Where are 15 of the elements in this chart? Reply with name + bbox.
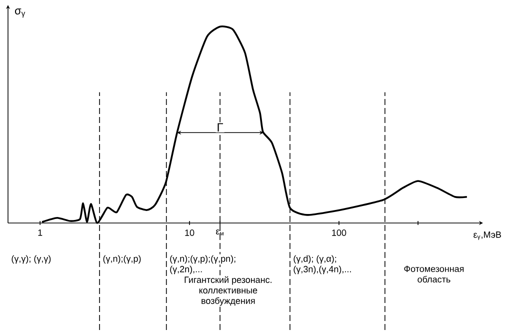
text: Гигантский резонанс. коллективные возбуждения (184, 276, 272, 306)
text: (γ,3n),(γ,4n),... (294, 266, 351, 274)
text: Фотомезонная область (404, 266, 464, 283)
x-tick-label: ε$_{м}$ (216, 230, 224, 236)
x-tick-label: 1 (38, 230, 42, 236)
text: (γ,n);(γ,p) (103, 255, 141, 264)
text: (γ,2n),... (170, 266, 202, 274)
x-tick-label: 100 (332, 230, 346, 236)
x-tick-label: 10 (185, 230, 194, 236)
text: (γ,d); (γ,α); (294, 255, 336, 264)
annotation: Γ (218, 123, 223, 132)
text: (γ,n);(γ,p);(γ,pn); (170, 255, 236, 264)
text: (γ,γ); (γ,γ) (12, 255, 51, 264)
x-axis-title: ε$_{γ}$,МэВ (474, 232, 501, 240)
y-axis-title: σ$_{γ}$ (14, 8, 26, 18)
